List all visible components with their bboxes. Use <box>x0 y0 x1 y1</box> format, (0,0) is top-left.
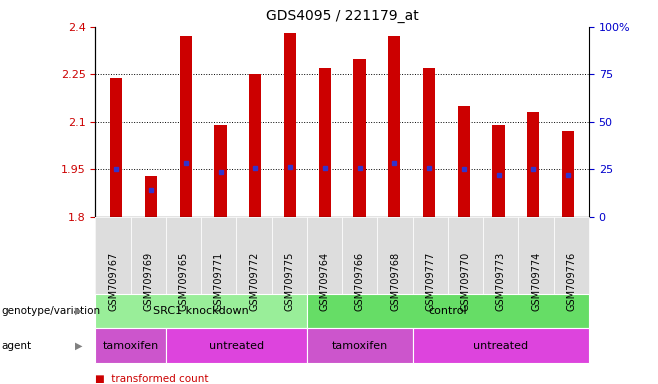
Bar <box>284 33 296 217</box>
Text: untreated: untreated <box>209 341 264 351</box>
Bar <box>527 113 540 217</box>
Text: tamoxifen: tamoxifen <box>103 341 159 351</box>
Text: GSM709773: GSM709773 <box>495 252 506 311</box>
Bar <box>388 36 400 217</box>
Text: ▶: ▶ <box>75 341 83 351</box>
Bar <box>249 74 261 217</box>
Text: GSM709769: GSM709769 <box>143 252 153 311</box>
Text: GSM709772: GSM709772 <box>249 252 259 311</box>
Text: GSM709777: GSM709777 <box>425 252 436 311</box>
Text: GSM709768: GSM709768 <box>390 252 400 311</box>
Text: GSM709771: GSM709771 <box>214 252 224 311</box>
Bar <box>215 125 226 217</box>
Text: GSM709766: GSM709766 <box>355 252 365 311</box>
Text: GSM709775: GSM709775 <box>284 252 294 311</box>
Text: ■  transformed count: ■ transformed count <box>95 374 209 384</box>
Text: GSM709770: GSM709770 <box>461 252 470 311</box>
Bar <box>180 36 192 217</box>
Text: GSM709767: GSM709767 <box>108 252 118 311</box>
Text: GSM709776: GSM709776 <box>567 252 576 311</box>
Text: ▶: ▶ <box>75 306 83 316</box>
Bar <box>353 59 366 217</box>
Bar <box>562 131 574 217</box>
Text: control: control <box>428 306 467 316</box>
Text: genotype/variation: genotype/variation <box>1 306 101 316</box>
Bar <box>423 68 435 217</box>
Text: GSM709774: GSM709774 <box>531 252 541 311</box>
Bar <box>492 125 505 217</box>
Bar <box>318 68 331 217</box>
Text: GSM709765: GSM709765 <box>178 252 189 311</box>
Bar <box>110 78 122 217</box>
Text: GSM709764: GSM709764 <box>320 252 330 311</box>
Bar <box>458 106 470 217</box>
Text: tamoxifen: tamoxifen <box>332 341 388 351</box>
Text: SRC1 knockdown: SRC1 knockdown <box>153 306 249 316</box>
Text: untreated: untreated <box>473 341 528 351</box>
Bar <box>145 176 157 217</box>
Text: agent: agent <box>1 341 32 351</box>
Title: GDS4095 / 221179_at: GDS4095 / 221179_at <box>266 9 418 23</box>
